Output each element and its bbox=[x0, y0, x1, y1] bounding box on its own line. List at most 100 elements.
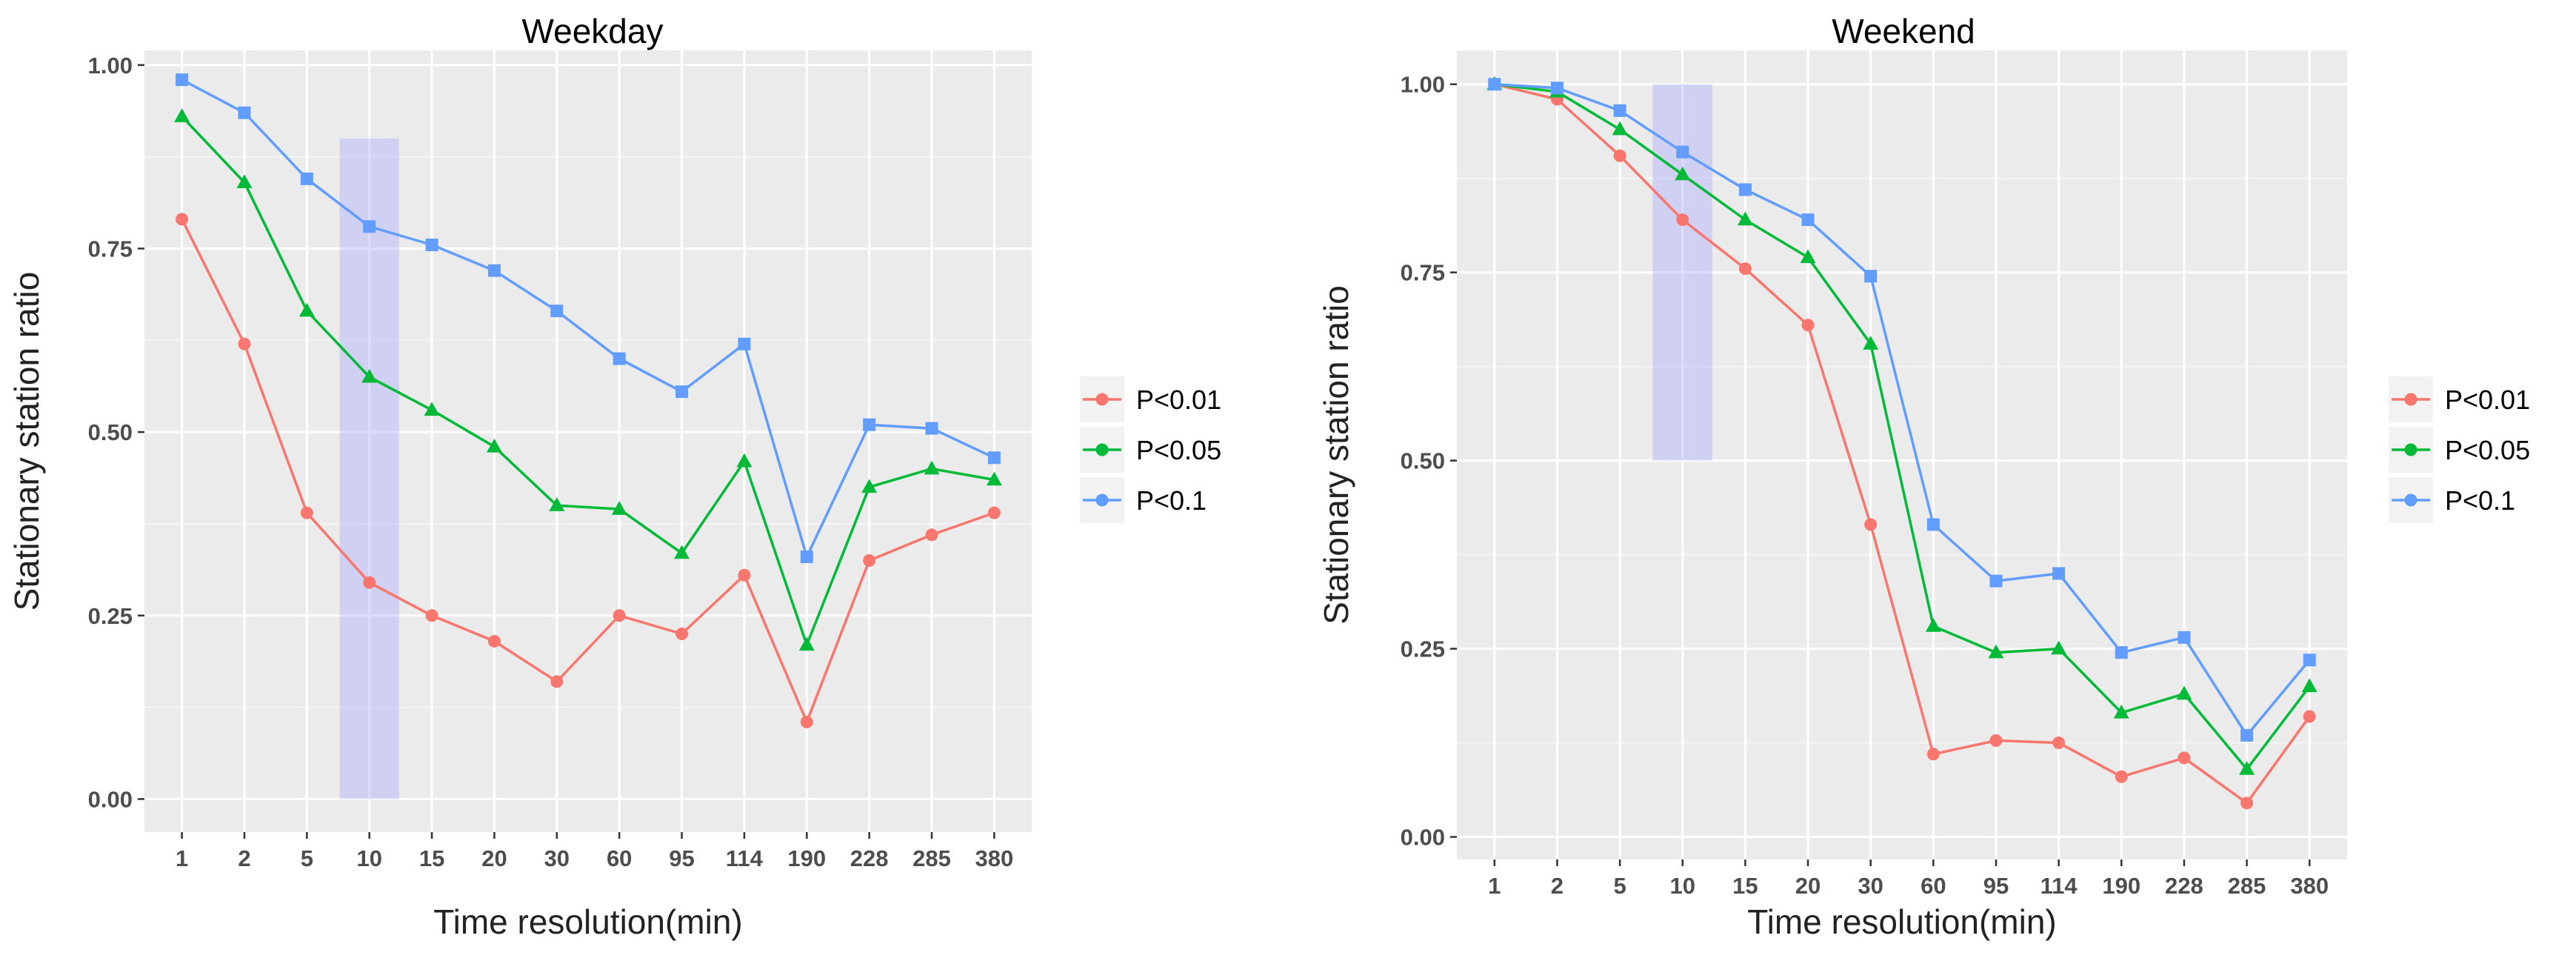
data-point-p01 bbox=[1926, 518, 1940, 531]
data-point-p005 bbox=[298, 302, 315, 317]
data-point-p005 bbox=[1863, 336, 1879, 350]
data-point-p01 bbox=[1801, 213, 1815, 227]
data-point-p005 bbox=[986, 471, 1002, 486]
data-point-p01 bbox=[1676, 145, 1689, 159]
data-point-p01 bbox=[1738, 183, 1752, 196]
legend-label-p01: P<0.1 bbox=[1136, 485, 1207, 516]
y-tick-label: 1.00 bbox=[1401, 72, 1445, 98]
x-tick-label: 95 bbox=[1983, 873, 2009, 899]
data-point-p005 bbox=[674, 545, 690, 559]
x-tick-label: 20 bbox=[481, 845, 507, 871]
data-point-p005 bbox=[1612, 121, 1628, 136]
x-tick-label: 15 bbox=[1732, 873, 1758, 899]
data-point-p01 bbox=[300, 172, 313, 185]
x-axis-title: Time resolution(min) bbox=[1747, 902, 2057, 941]
x-tick-label: 190 bbox=[2102, 873, 2140, 899]
series-line-p01 bbox=[1494, 82, 2311, 737]
series-line-p005 bbox=[1494, 82, 2311, 771]
legend-label-p005: P<0.05 bbox=[2445, 435, 2530, 465]
legend-key-marker-p01 bbox=[1095, 493, 1109, 507]
y-tick-label: 0.50 bbox=[88, 419, 133, 445]
series-line-p001 bbox=[181, 219, 995, 724]
data-point-p01 bbox=[1613, 104, 1626, 117]
y-axis-title: Stationary station ratio bbox=[7, 272, 46, 611]
x-tick-label: 30 bbox=[544, 845, 570, 871]
y-tick-label: 0.50 bbox=[1401, 448, 1445, 474]
data-point-p001 bbox=[176, 213, 189, 226]
x-tick-label: 10 bbox=[356, 845, 381, 871]
data-point-p01 bbox=[987, 451, 1001, 465]
data-point-p005 bbox=[2176, 685, 2192, 700]
data-point-p005 bbox=[2051, 640, 2067, 655]
data-point-p005 bbox=[549, 497, 565, 511]
data-point-p005 bbox=[1988, 644, 2004, 659]
legend-label-p01: P<0.1 bbox=[2445, 485, 2515, 516]
data-point-p005 bbox=[487, 438, 502, 453]
data-point-p001 bbox=[1926, 748, 1940, 761]
data-point-p005 bbox=[1925, 618, 1941, 632]
y-axis-title: Stationary station ratio bbox=[1317, 285, 1355, 625]
legend: P<0.01 P<0.05 P<0.1 bbox=[2389, 376, 2530, 523]
data-point-p005 bbox=[798, 636, 815, 651]
data-point-p001 bbox=[487, 634, 501, 648]
chart-panel-weekend: 0.00 0.25 0.50 0.75 1.00 1 2 5 10 15 20 30 60 95 114 19… bbox=[1317, 12, 2530, 941]
data-point-p01 bbox=[925, 422, 938, 435]
x-tick-label: 1 bbox=[1488, 873, 1501, 899]
data-point-p005 bbox=[611, 501, 627, 515]
x-tick-label: 228 bbox=[850, 845, 889, 871]
x-tick-label: 95 bbox=[669, 845, 694, 871]
x-tick-label: 1 bbox=[176, 845, 188, 871]
data-point-p01 bbox=[1989, 574, 2003, 588]
data-point-p01 bbox=[613, 352, 626, 365]
data-point-p001 bbox=[238, 337, 251, 350]
data-point-p01 bbox=[800, 551, 813, 564]
x-tick-label: 380 bbox=[975, 845, 1014, 871]
data-point-p001 bbox=[363, 576, 376, 589]
data-point-p001 bbox=[300, 506, 313, 519]
data-point-p01 bbox=[1488, 78, 1501, 91]
data-point-p001 bbox=[2240, 797, 2254, 810]
x-tick-label: 228 bbox=[2165, 873, 2203, 899]
data-point-p01 bbox=[550, 305, 564, 318]
highlight-band bbox=[1652, 84, 1712, 461]
data-point-p001 bbox=[1738, 262, 1752, 276]
data-point-p001 bbox=[613, 609, 626, 622]
data-point-p01 bbox=[738, 337, 751, 350]
data-point-p005 bbox=[2239, 761, 2255, 775]
data-point-p005 bbox=[361, 368, 378, 383]
data-point-p001 bbox=[863, 553, 876, 567]
legend-key-marker-p01 bbox=[2404, 493, 2417, 507]
legend-key-marker-p005 bbox=[1095, 443, 1109, 456]
panel-title: Weekday bbox=[522, 12, 664, 50]
data-point-p005 bbox=[1737, 211, 1753, 226]
data-point-p01 bbox=[1550, 82, 1564, 95]
data-point-p005 bbox=[736, 453, 753, 468]
y-tick-label: 0.00 bbox=[88, 786, 133, 812]
data-point-p01 bbox=[675, 385, 689, 399]
data-point-p01 bbox=[1864, 270, 1878, 283]
data-point-p001 bbox=[987, 506, 1001, 519]
data-point-p001 bbox=[2303, 710, 2316, 723]
x-tick-label: 5 bbox=[1613, 873, 1626, 899]
x-tick-label: 285 bbox=[912, 845, 951, 871]
data-point-p001 bbox=[1989, 734, 2003, 748]
data-point-p005 bbox=[174, 108, 190, 122]
x-tick-label: 30 bbox=[1858, 873, 1883, 899]
legend-label-p005: P<0.05 bbox=[1136, 435, 1221, 465]
chart-panel-weekday: 0.00 0.25 0.50 0.75 1.00 1 2 5 10 15 20 30 60 95 114 19… bbox=[7, 12, 1221, 941]
y-tick-label: 1.00 bbox=[88, 53, 133, 79]
data-point-p001 bbox=[800, 715, 813, 728]
x-tick-label: 380 bbox=[2290, 873, 2329, 899]
x-tick-label: 2 bbox=[1551, 873, 1564, 899]
data-point-p001 bbox=[1864, 518, 1878, 531]
x-tick-label: 5 bbox=[301, 845, 313, 871]
data-point-p01 bbox=[2052, 567, 2066, 580]
data-point-p001 bbox=[1801, 319, 1815, 332]
data-point-p01 bbox=[2303, 654, 2316, 667]
y-tick-label: 0.75 bbox=[1401, 260, 1445, 286]
legend-label-p001: P<0.01 bbox=[1136, 385, 1221, 415]
x-tick-label: 15 bbox=[419, 845, 444, 871]
data-point-p001 bbox=[2178, 751, 2191, 765]
data-point-p001 bbox=[2052, 736, 2066, 750]
